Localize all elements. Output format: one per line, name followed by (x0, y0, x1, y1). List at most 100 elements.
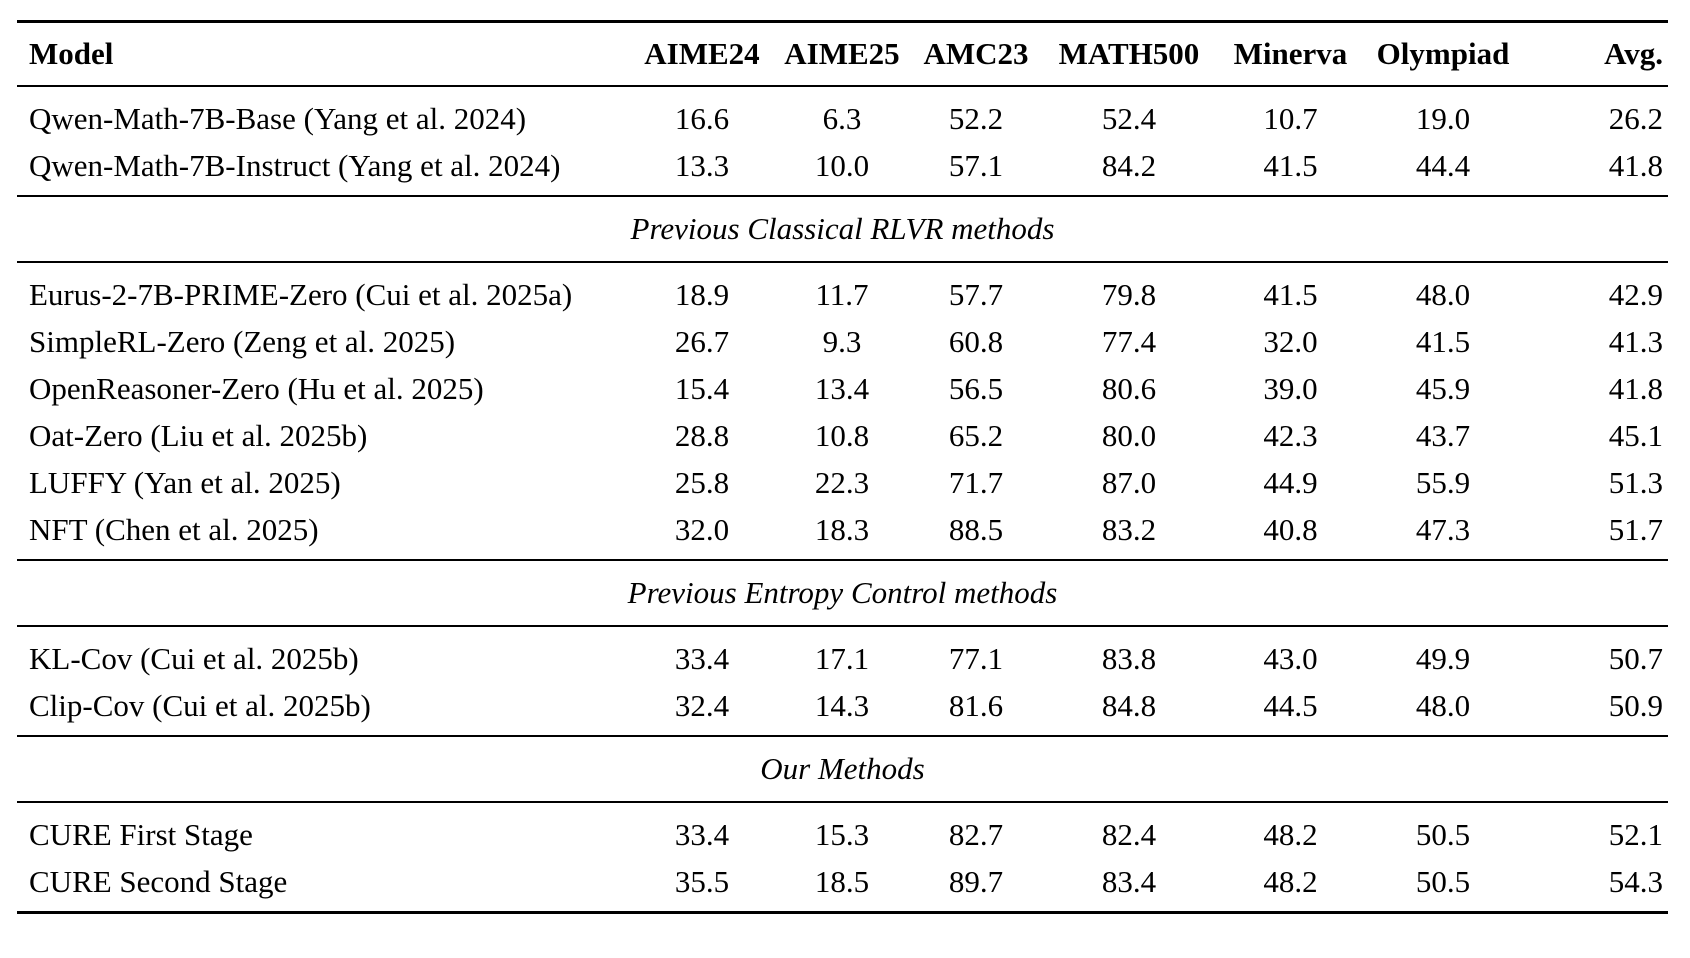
aime25-cell: 15.3 (814, 816, 870, 852)
amc23-cell: 56.5 (948, 370, 1004, 406)
aime25-cell: 13.4 (814, 370, 870, 406)
avg-cell: 54.3 (1523, 858, 1668, 914)
table-row: Qwen-Math-7B-Instruct (Yang et al. 2024)… (17, 142, 1668, 196)
math500-cell: 84.2 (1101, 147, 1157, 183)
header-aime24: AIME24 (632, 20, 772, 87)
results-table: Model AIME24 AIME25 AMC23 MATH500 Minerv… (17, 20, 1668, 914)
math500-cell: 84.8 (1101, 687, 1157, 723)
section-row: Previous Classical RLVR methods (17, 195, 1668, 263)
minerva-cell: 41.5 (1263, 147, 1318, 183)
aime25-cell: 18.3 (814, 511, 870, 547)
section-title: Previous Classical RLVR methods (17, 195, 1668, 263)
header-minerva: Minerva (1218, 20, 1363, 87)
avg-cell: 42.9 (1608, 276, 1663, 312)
minerva-cell: 40.8 (1263, 511, 1318, 547)
aime25-cell: 18.5 (772, 858, 912, 914)
math500-cell: 83.8 (1101, 640, 1157, 676)
aime24-cell: 32.0 (674, 511, 730, 547)
header-aime25: AIME25 (772, 20, 912, 87)
amc23-cell: 82.7 (948, 816, 1004, 852)
math500-cell: 83.2 (1101, 511, 1157, 547)
model-name-cell: OpenReasoner-Zero (Hu et al. 2025) (29, 370, 484, 406)
section-header-group: Previous Entropy Control methods (17, 559, 1668, 627)
table-row: Eurus-2-7B-PRIME-Zero (Cui et al. 2025a)… (17, 262, 1668, 318)
section-title: Previous Entropy Control methods (17, 559, 1668, 627)
aime24-cell: 25.8 (674, 464, 730, 500)
minerva-cell: 41.5 (1263, 276, 1318, 312)
avg-cell: 51.7 (1608, 511, 1663, 547)
minerva-cell: 48.2 (1263, 816, 1318, 852)
minerva-cell: 43.0 (1263, 640, 1318, 676)
header-olympiad: Olympiad (1363, 20, 1523, 87)
table-row: CURE First Stage 33.4 15.3 82.7 82.4 48.2 50.5… (17, 802, 1668, 858)
olympiad-cell: 50.5 (1415, 816, 1471, 852)
avg-cell: 50.9 (1608, 687, 1663, 723)
aime25-cell: 10.0 (814, 147, 870, 183)
olympiad-cell: 48.0 (1415, 687, 1471, 723)
aime24-cell: 15.4 (674, 370, 730, 406)
header-model: Model (17, 20, 632, 87)
model-name-cell: Qwen-Math-7B-Base (Yang et al. 2024) (29, 100, 527, 136)
header-row: Model AIME24 AIME25 AMC23 MATH500 Minerv… (17, 20, 1668, 87)
amc23-cell: 77.1 (948, 640, 1004, 676)
header-math500: MATH500 (1040, 20, 1218, 87)
table-header: Model AIME24 AIME25 AMC23 MATH500 Minerv… (17, 20, 1668, 87)
table-row: NFT (Chen et al. 2025) 32.0 18.3 88.5 83.2 40… (17, 506, 1668, 560)
row-group: Eurus-2-7B-PRIME-Zero (Cui et al. 2025a)… (17, 262, 1668, 560)
amc23-cell: 89.7 (912, 858, 1040, 914)
minerva-cell: 44.9 (1263, 464, 1318, 500)
math500-cell: 83.4 (1040, 858, 1218, 914)
aime25-cell: 17.1 (814, 640, 870, 676)
avg-cell: 41.3 (1608, 323, 1663, 359)
aime24-cell: 13.3 (674, 147, 730, 183)
aime25-cell: 10.8 (814, 417, 870, 453)
avg-cell: 52.1 (1608, 816, 1663, 852)
model-name-cell: NFT (Chen et al. 2025) (29, 511, 319, 547)
math500-cell: 87.0 (1101, 464, 1157, 500)
model-name-cell: LUFFY (Yan et al. 2025) (29, 464, 341, 500)
math500-cell: 80.6 (1101, 370, 1157, 406)
model-name-cell: Qwen-Math-7B-Instruct (Yang et al. 2024) (29, 147, 561, 183)
avg-cell: 50.7 (1608, 640, 1663, 676)
aime25-cell: 22.3 (814, 464, 870, 500)
minerva-cell: 42.3 (1263, 417, 1318, 453)
olympiad-cell: 49.9 (1415, 640, 1471, 676)
amc23-cell: 57.7 (948, 276, 1004, 312)
table-row: Qwen-Math-7B-Base (Yang et al. 2024) 16.6… (17, 86, 1668, 142)
avg-cell: 45.1 (1608, 417, 1663, 453)
minerva-cell: 10.7 (1263, 100, 1318, 136)
aime25-cell: 6.3 (822, 100, 862, 136)
aime25-cell: 9.3 (822, 323, 862, 359)
olympiad-cell: 45.9 (1415, 370, 1471, 406)
amc23-cell: 81.6 (948, 687, 1004, 723)
aime25-cell: 14.3 (814, 687, 870, 723)
table-row: SimpleRL-Zero (Zeng et al. 2025) 26.7 9.3 6… (17, 318, 1668, 365)
olympiad-cell: 50.5 (1363, 858, 1523, 914)
section-row: Our Methods (17, 735, 1668, 803)
aime24-cell: 18.9 (674, 276, 730, 312)
amc23-cell: 65.2 (948, 417, 1004, 453)
model-name-cell: KL-Cov (Cui et al. 2025b) (29, 640, 359, 676)
aime24-cell: 16.6 (674, 100, 730, 136)
section-title: Our Methods (17, 735, 1668, 803)
math500-cell: 79.8 (1101, 276, 1157, 312)
aime24-cell: 35.5 (632, 858, 772, 914)
section-header-group: Our Methods (17, 735, 1668, 803)
table-row: LUFFY (Yan et al. 2025) 25.8 22.3 71.7 87.0 4… (17, 459, 1668, 506)
math500-cell: 52.4 (1101, 100, 1157, 136)
table-row: KL-Cov (Cui et al. 2025b) 33.4 17.1 77.1 83.… (17, 626, 1668, 682)
avg-cell: 41.8 (1608, 147, 1663, 183)
row-group: KL-Cov (Cui et al. 2025b) 33.4 17.1 77.1 83.… (17, 626, 1668, 736)
math500-cell: 80.0 (1101, 417, 1157, 453)
aime24-cell: 32.4 (674, 687, 730, 723)
aime24-cell: 28.8 (674, 417, 730, 453)
olympiad-cell: 41.5 (1415, 323, 1471, 359)
aime24-cell: 26.7 (674, 323, 730, 359)
table-row: Oat-Zero (Liu et al. 2025b) 28.8 10.8 65.2 8… (17, 412, 1668, 459)
table-row: Clip-Cov (Cui et al. 2025b) 32.4 14.3 81.6 8… (17, 682, 1668, 736)
model-name-cell: Oat-Zero (Liu et al. 2025b) (29, 417, 368, 453)
minerva-cell: 32.0 (1263, 323, 1318, 359)
amc23-cell: 57.1 (948, 147, 1004, 183)
math500-cell: 77.4 (1101, 323, 1157, 359)
model-name-cell: Clip-Cov (Cui et al. 2025b) (29, 687, 371, 723)
